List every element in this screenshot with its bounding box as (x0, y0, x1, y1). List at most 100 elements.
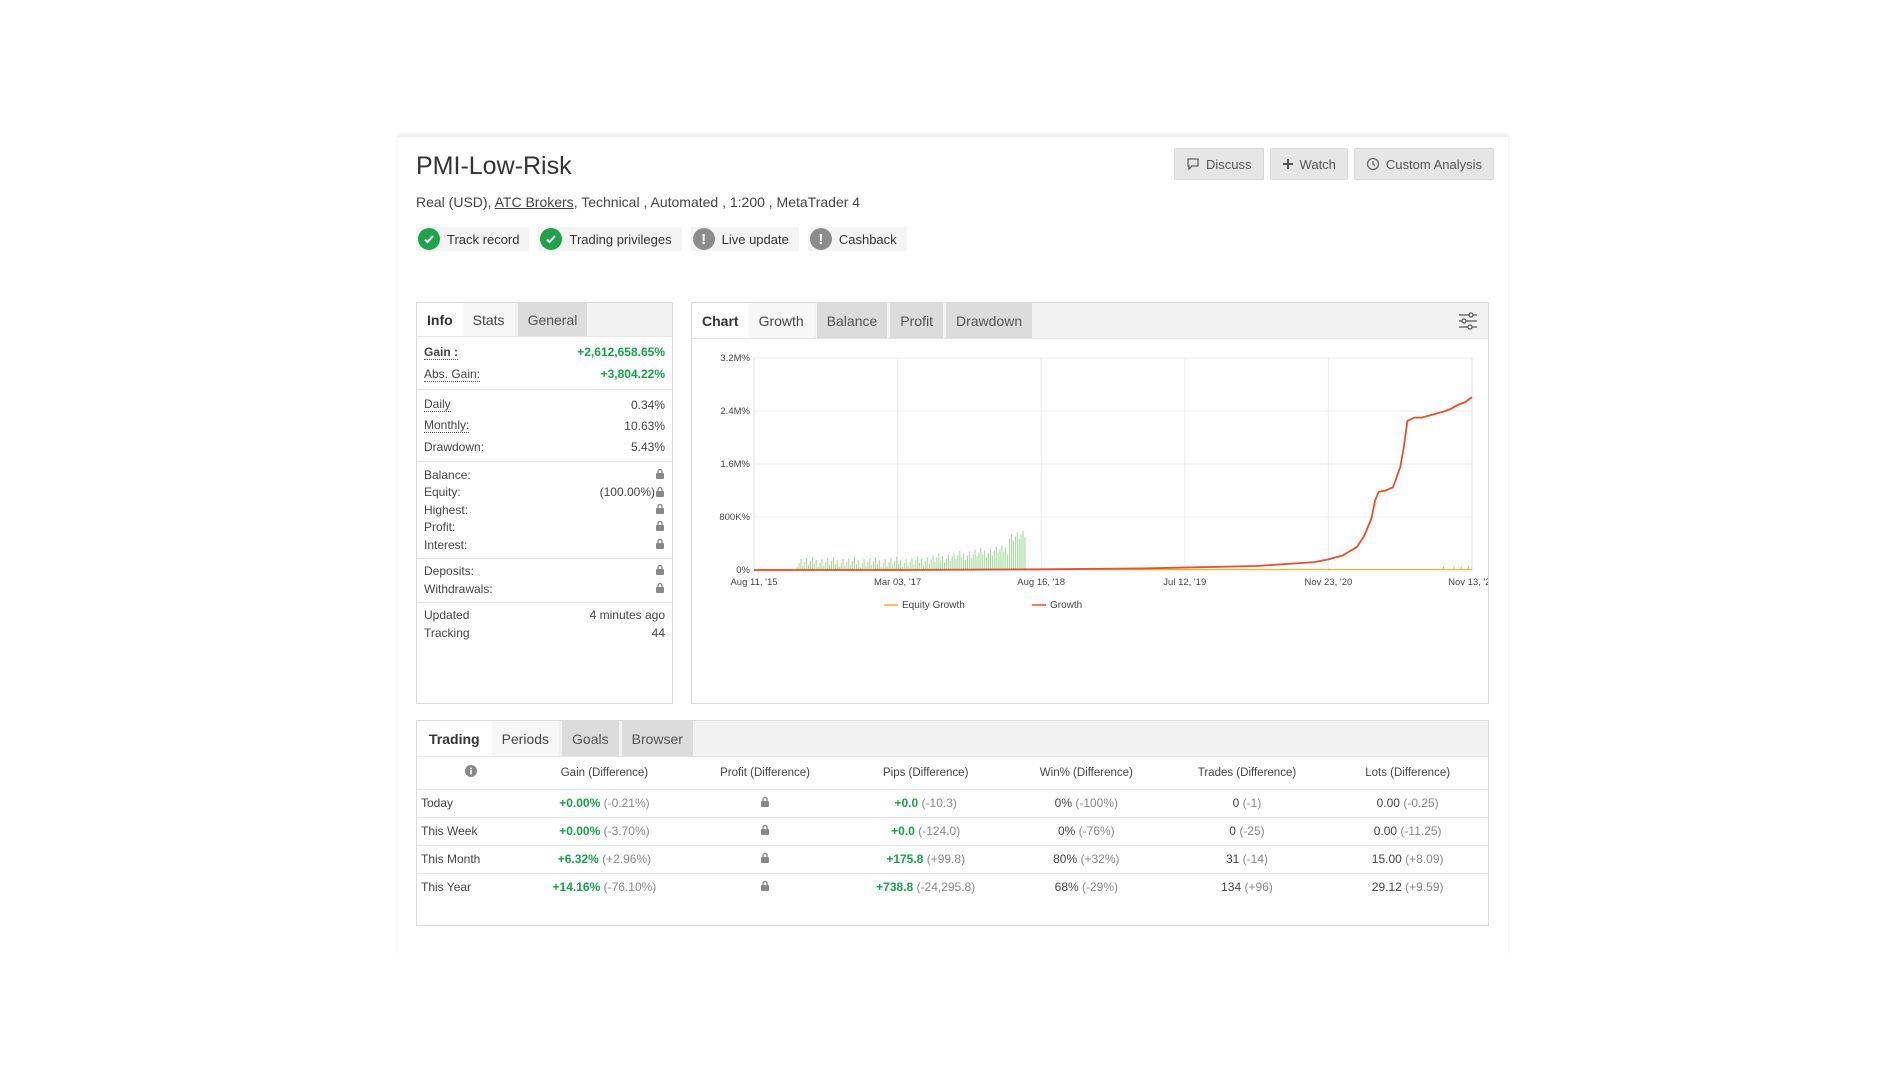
win-cell: 0% (-76%) (1006, 816, 1167, 845)
account-subtitle: Real (USD), ATC Brokers, Technical , Aut… (416, 194, 860, 210)
page-title: PMI-Low-Risk (416, 152, 572, 180)
pips-cell: +0.0 (-124.0) (845, 816, 1007, 845)
tab-drawdown[interactable]: Drawdown (945, 303, 1033, 338)
lock-icon (760, 852, 770, 866)
badge-label: Track record (447, 231, 520, 247)
x-tick-label: Aug 11, '15 (730, 577, 777, 588)
lock-icon (655, 520, 665, 534)
equity-value: (100.00%) (599, 484, 655, 499)
table-row: Today +0.00% (-0.21%) +0.0 (-10.3) 0% (-… (417, 788, 1488, 817)
check-icon (418, 228, 440, 250)
lock-icon (655, 486, 665, 500)
x-tick-label: Nov 13, '23 (1448, 577, 1488, 588)
profit-cell (684, 788, 846, 817)
chart-tabs: Chart Growth Balance Profit Drawdown (692, 303, 1488, 339)
tab-info[interactable]: Info (417, 303, 463, 336)
system-card: PMI-Low-Risk Real (USD), ATC Brokers, Te… (398, 137, 1508, 957)
gain-cell: +0.00% (-0.21%) (524, 788, 685, 817)
daily-label[interactable]: Daily (424, 397, 451, 412)
gain-cell: +6.32% (+2.96%) (524, 844, 685, 873)
table-row: This Week +0.00% (-3.70%) +0.0 (-124.0) … (417, 816, 1488, 845)
y-tick-label: 1.6M% (720, 459, 750, 470)
drawdown-label: Drawdown: (424, 439, 485, 454)
tracking-label: Tracking (424, 625, 470, 640)
profit-label: Profit: (424, 520, 456, 535)
tab-periods[interactable]: Periods (491, 721, 560, 756)
y-tick-label: 3.2M% (720, 353, 750, 364)
gain-cell: +0.00% (-3.70%) (524, 816, 685, 845)
updated-value: 4 minutes ago (589, 608, 665, 623)
lock-icon (760, 824, 770, 838)
tab-profit[interactable]: Profit (890, 303, 943, 338)
tab-general[interactable]: General (517, 303, 588, 336)
highest-label: Highest: (424, 502, 469, 517)
equity-label: Equity: (424, 485, 461, 500)
badge-label: Trading privileges (569, 231, 672, 247)
top-actions: Discuss Watch Custom Analysis (1174, 148, 1494, 180)
abs-gain-value: +3,804.22% (600, 367, 665, 381)
gain-value: +2,612,658.65% (577, 345, 665, 359)
period-cell: Today (417, 788, 525, 817)
updated-label: Updated (424, 608, 470, 623)
tab-goals[interactable]: Goals (562, 721, 619, 756)
info-icon[interactable] (464, 765, 477, 778)
badge-cashback: ! Cashback (807, 227, 907, 251)
lots-cell: 0.00 (-0.25) (1327, 788, 1488, 817)
column-header: Pips (Difference) (882, 766, 969, 779)
divider (417, 461, 672, 462)
x-tick-label: Mar 03, '17 (874, 577, 921, 588)
gain-label[interactable]: Gain : (424, 344, 459, 360)
daily-value: 0.34% (630, 397, 665, 412)
trading-panel: Trading Periods Goals Browser Gain (Diff… (416, 720, 1489, 926)
tab-stats[interactable]: Stats (462, 303, 515, 336)
trades-cell: 0 (-25) (1166, 816, 1328, 845)
x-tick-label: Aug 16, '18 (1017, 577, 1065, 588)
lock-icon (655, 564, 665, 578)
tab-trading[interactable]: Trading (417, 721, 492, 756)
account-type: Real (USD), (416, 194, 492, 210)
discuss-button[interactable]: Discuss (1174, 148, 1264, 180)
profit-cell (684, 844, 846, 873)
tab-browser[interactable]: Browser (621, 721, 693, 756)
discuss-label: Discuss (1206, 156, 1252, 172)
tab-growth[interactable]: Growth (748, 303, 814, 338)
withdrawals-label: Withdrawals: (424, 581, 493, 596)
chat-icon (1187, 158, 1199, 171)
badge-live-update: ! Live update (690, 227, 799, 251)
exclamation-icon: ! (809, 228, 832, 250)
badge-label: Live update (721, 231, 789, 247)
x-tick-label: Jul 12, '19 (1163, 577, 1206, 588)
periods-table: Gain (Difference) Profit (Difference) Pi… (417, 757, 1488, 901)
column-header: Lots (Difference) (1365, 766, 1451, 779)
tab-balance[interactable]: Balance (816, 303, 888, 338)
lots-cell: 29.12 (+9.59) (1327, 872, 1488, 901)
abs-gain-label[interactable]: Abs. Gain: (424, 366, 481, 382)
divider (417, 389, 672, 390)
custom-analysis-button[interactable]: Custom Analysis (1353, 148, 1494, 180)
pips-cell: +175.8 (+99.8) (845, 844, 1007, 873)
profit-cell (684, 816, 846, 845)
lock-icon (655, 503, 665, 517)
trading-tabs: Trading Periods Goals Browser (417, 721, 1488, 757)
lock-icon (655, 468, 665, 482)
growth-line (754, 396, 1473, 571)
y-tick-label: 0% (736, 565, 750, 576)
column-header: Profit (Difference) (720, 766, 810, 779)
legend-label-equity: Equity Growth (902, 600, 965, 611)
lots-cell: 0.00 (-11.25) (1327, 816, 1488, 845)
broker-link[interactable]: ATC Brokers (494, 194, 574, 210)
account-details: , Technical , Automated , 1:200 , MetaTr… (573, 194, 861, 210)
gain-cell: +14.16% (-76.10%) (524, 872, 685, 901)
table-header: Gain (Difference) Profit (Difference) Pi… (417, 757, 1488, 789)
exclamation-icon: ! (692, 228, 715, 250)
win-cell: 68% (-29%) (1006, 872, 1167, 901)
period-cell: This Month (417, 844, 525, 873)
watch-button[interactable]: Watch (1269, 148, 1348, 180)
period-cell: This Year (417, 872, 525, 901)
divider (417, 601, 672, 603)
growth-chart: 3.2M% 2.4M% 1.6M% 800K% 0%Aug 11, '15 Mar 03,… (719, 353, 1488, 611)
tab-chart[interactable]: Chart (692, 303, 749, 338)
chart-settings-button[interactable] (1458, 312, 1478, 335)
monthly-label[interactable]: Monthly: (424, 418, 470, 433)
x-tick-label: Nov 23, '20 (1305, 577, 1353, 588)
